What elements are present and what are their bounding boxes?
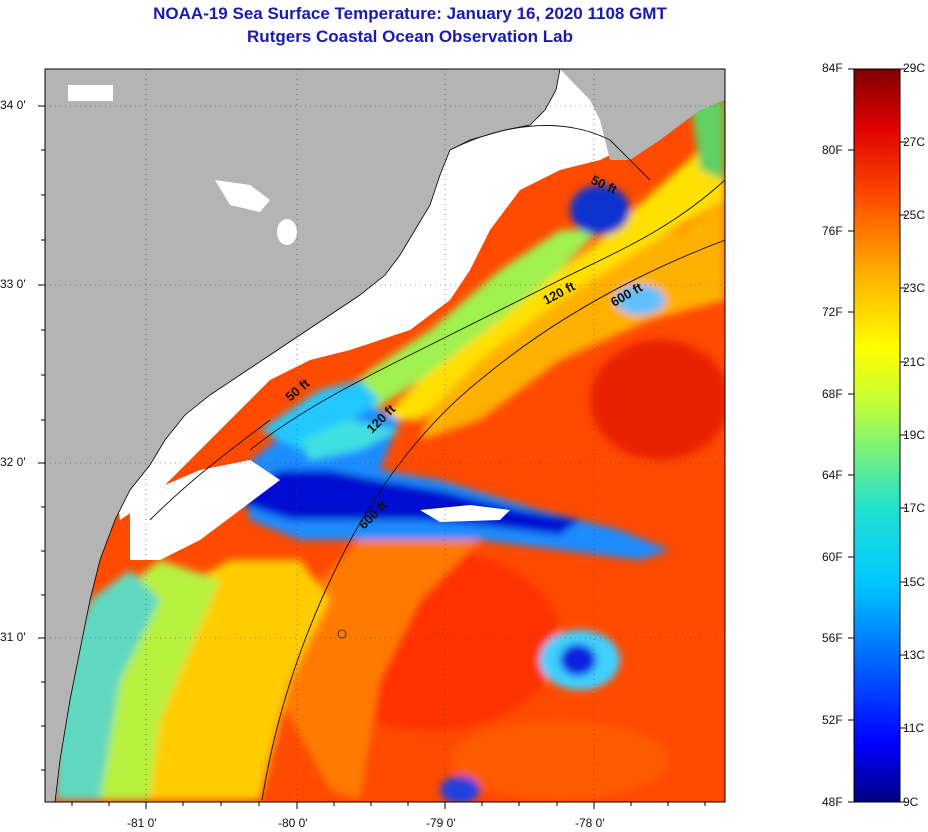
lake-3 — [277, 219, 297, 245]
colorbar-label-f: 84F — [822, 61, 843, 75]
colorbar-label-f: 52F — [822, 713, 843, 727]
colorbar-label-c: 15C — [903, 575, 926, 589]
lon-label-81: -81 0' — [127, 816, 157, 830]
colorbar-label-f: 68F — [822, 387, 843, 401]
colorbar-label-f: 56F — [822, 631, 843, 645]
colorbar-label-c: 9C — [903, 795, 919, 809]
colorbar-label-f: 80F — [822, 143, 843, 157]
lake-1 — [68, 85, 113, 101]
bathymetry-contours — [149, 125, 725, 801]
colorbar-label-c: 21C — [903, 355, 926, 369]
colorbar-label-f: 76F — [822, 224, 843, 238]
title-line-2: Rutgers Coastal Ocean Observation Lab — [247, 27, 573, 46]
lat-label-31: 31 0' — [0, 630, 26, 644]
colorbar-label-c: 13C — [903, 648, 926, 662]
lon-label-80: -80 0' — [278, 816, 308, 830]
title-line-1: NOAA-19 Sea Surface Temperature: January… — [153, 4, 667, 23]
lat-label-34: 34 0' — [0, 98, 26, 112]
lon-label-78: -78 0' — [575, 816, 605, 830]
colorbar-label-f: 64F — [822, 468, 843, 482]
lat-label-32: 32 0' — [0, 455, 26, 469]
graticule — [45, 69, 725, 802]
lake-2 — [215, 180, 270, 212]
sst-field — [55, 100, 725, 802]
colorbar-label-f: 60F — [822, 550, 843, 564]
colorbar-label-c: 29C — [903, 61, 926, 75]
colorbar-ticks — [848, 68, 906, 803]
colorbar-label-c: 27C — [903, 135, 926, 149]
colorbar-label-c: 11C — [903, 721, 925, 735]
buoy-marker — [337, 629, 347, 639]
colorbar — [853, 68, 901, 803]
lon-label-79: -79 0' — [426, 816, 456, 830]
map-frame — [44, 68, 726, 803]
lat-label-33: 33 0' — [0, 277, 26, 291]
colorbar-label-f: 48F — [822, 795, 843, 809]
colorbar-label-c: 17C — [903, 501, 926, 515]
lon-ticks — [71, 802, 706, 809]
colorbar-label-c: 25C — [903, 208, 926, 222]
colorbar-label-c: 23C — [903, 281, 926, 295]
map-area: 50 ft 120 ft 600 ft 50 ft 120 ft 600 ft — [45, 69, 725, 802]
lat-ticks — [38, 105, 45, 771]
colorbar-label-f: 72F — [822, 305, 843, 319]
colorbar-label-c: 19C — [903, 428, 926, 442]
land-northeast — [560, 69, 725, 160]
